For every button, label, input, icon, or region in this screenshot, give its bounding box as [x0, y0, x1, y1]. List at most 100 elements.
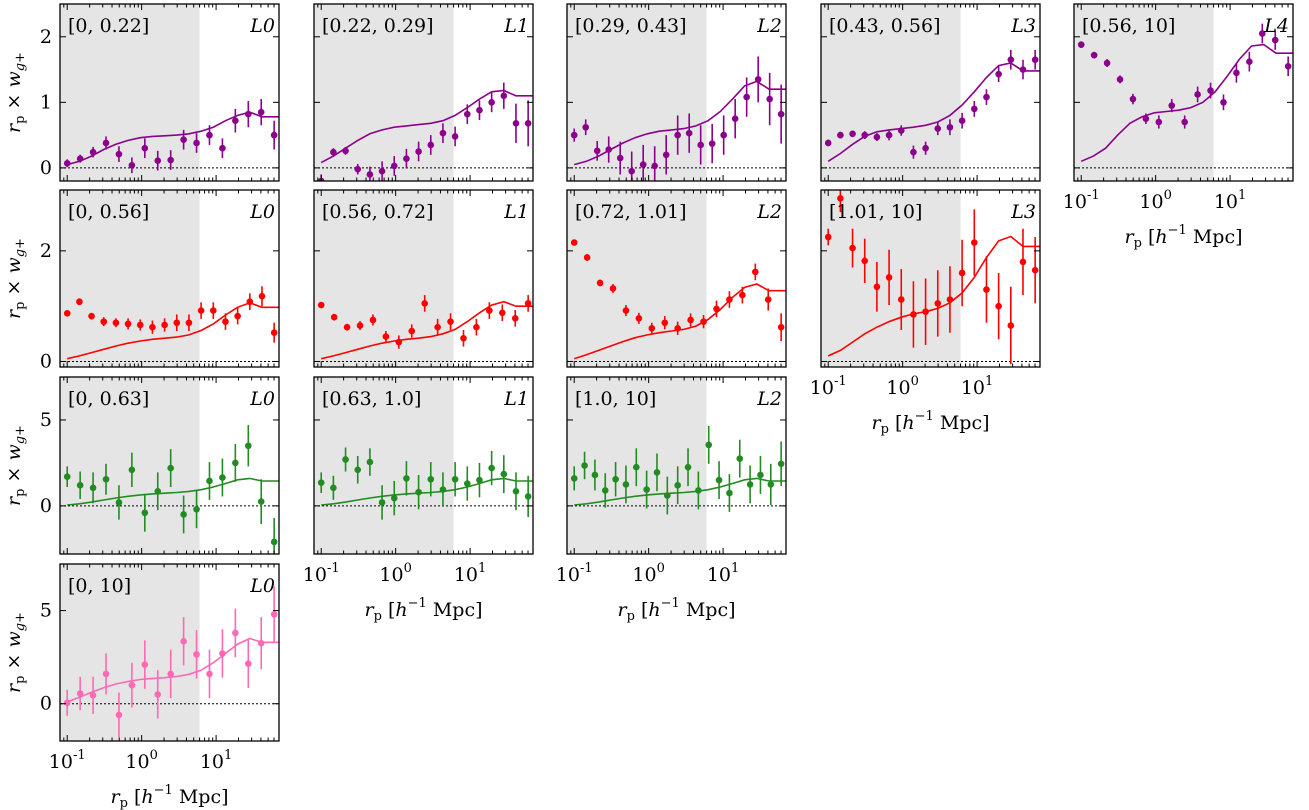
point-marker	[434, 323, 441, 331]
point-marker	[366, 458, 374, 466]
data-point	[1142, 113, 1150, 124]
point-marker	[837, 194, 844, 202]
point-marker	[1116, 76, 1124, 83]
point-marker	[767, 481, 775, 488]
point-marker	[910, 148, 917, 156]
data-point	[601, 473, 609, 508]
point-marker	[193, 651, 200, 658]
data-point	[115, 692, 123, 738]
data-point	[1168, 99, 1176, 113]
data-point	[427, 135, 435, 155]
data-point	[995, 272, 1002, 340]
data-point	[244, 425, 252, 467]
point-marker	[731, 115, 739, 123]
model-curve	[67, 477, 279, 506]
data-point	[946, 119, 954, 136]
data-point	[180, 617, 187, 666]
data-point	[193, 133, 200, 153]
point-marker	[63, 699, 71, 707]
bin-range-label: [0.72, 1.01]	[575, 201, 687, 223]
point-marker	[439, 129, 447, 137]
x-tick-label: 100	[886, 374, 918, 399]
data-point	[1155, 115, 1163, 129]
point-marker	[635, 315, 643, 322]
data-point	[342, 146, 349, 155]
point-marker	[141, 661, 149, 668]
point-marker	[403, 155, 410, 163]
point-marker	[427, 475, 435, 483]
data-point	[837, 131, 844, 139]
point-marker	[581, 462, 588, 469]
data-point	[270, 322, 278, 343]
plot-area	[821, 4, 1040, 181]
point-marker	[244, 660, 252, 667]
data-point	[63, 159, 71, 168]
point-marker	[136, 321, 144, 329]
point-marker	[736, 455, 744, 462]
data-point	[124, 318, 132, 330]
point-marker	[674, 324, 681, 332]
data-point	[983, 89, 990, 105]
model-curve	[1080, 43, 1293, 163]
point-marker	[1129, 95, 1137, 103]
point-marker	[622, 481, 630, 488]
point-marker	[500, 92, 508, 100]
data-point	[486, 302, 493, 319]
point-marker	[209, 307, 217, 314]
shaded-region	[567, 4, 707, 181]
data-point	[1246, 51, 1253, 72]
point-marker	[258, 292, 266, 300]
point-marker	[488, 464, 495, 472]
point-marker	[708, 140, 716, 147]
data-point	[643, 470, 650, 509]
data-point	[112, 318, 120, 328]
data-point	[415, 474, 422, 510]
point-marker	[1271, 36, 1279, 44]
data-point	[524, 475, 532, 518]
point-marker	[1007, 56, 1015, 64]
point-marker	[356, 322, 364, 329]
data-point	[885, 249, 893, 306]
bin-range-label: [0.56, 10]	[1082, 15, 1175, 37]
point-marker	[764, 296, 772, 303]
plot-area	[314, 190, 533, 367]
point-marker	[593, 147, 601, 155]
data-point	[154, 670, 162, 719]
point-marker	[695, 487, 702, 494]
point-marker	[219, 650, 226, 657]
point-marker	[685, 129, 693, 137]
data-point	[910, 281, 917, 348]
data-point	[958, 112, 966, 129]
data-point	[922, 141, 929, 155]
data-point	[685, 113, 693, 153]
point-marker	[439, 486, 447, 493]
model-curve	[66, 111, 279, 166]
data-point	[674, 321, 681, 335]
point-marker	[861, 131, 869, 139]
point-marker	[643, 486, 650, 493]
data-point	[697, 125, 704, 165]
point-marker	[378, 167, 386, 175]
point-marker	[342, 147, 349, 155]
axes-frame	[566, 3, 787, 182]
point-marker	[639, 161, 647, 168]
point-marker	[1220, 99, 1227, 106]
data-point	[743, 77, 750, 117]
data-point	[849, 228, 856, 268]
point-marker	[1142, 115, 1150, 123]
point-marker	[524, 493, 532, 500]
panel-r1-c2: [0.72, 1.01] L2	[566, 189, 787, 368]
x-axis-label: rp [h−1 Mpc]	[871, 409, 989, 437]
data-point	[1233, 63, 1240, 83]
point-marker	[648, 324, 656, 332]
data-point	[1031, 237, 1039, 304]
data-point	[1220, 94, 1227, 111]
axes-frame	[313, 376, 534, 555]
axes-frame	[566, 189, 787, 368]
bin-label: L0	[249, 15, 275, 37]
data-point	[219, 458, 226, 497]
point-marker	[421, 300, 428, 307]
data-point	[726, 474, 733, 512]
point-marker	[246, 298, 254, 306]
model-curve	[827, 235, 1040, 357]
